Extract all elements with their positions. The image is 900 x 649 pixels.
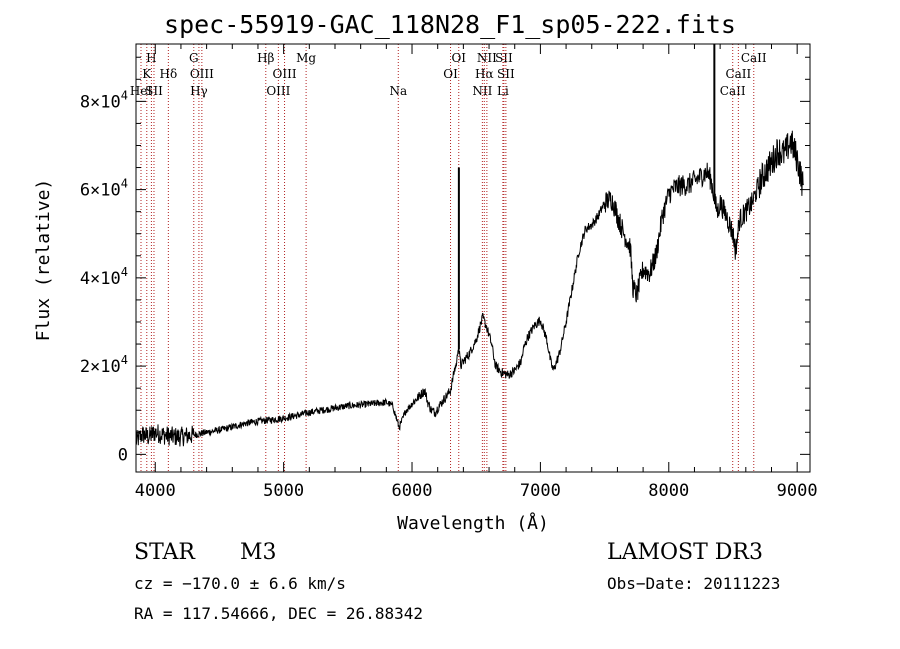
- spectrum-line: [135, 130, 804, 447]
- line-marker-label-23: CaII: [741, 51, 767, 65]
- line-marker-label-16: Hα: [475, 67, 494, 81]
- line-marker-label-22: CaII: [725, 67, 751, 81]
- line-marker-label-1: K: [142, 67, 152, 81]
- line-marker-label-8: Hβ: [257, 51, 274, 65]
- y-tick-label-0: 0: [118, 445, 128, 465]
- line-marker-label-9: OIII: [266, 84, 290, 98]
- x-tick-label-2: 6000: [392, 481, 433, 501]
- sky-coordinates: RA = 117.54666, DEC = 26.88342: [134, 604, 423, 623]
- line-marker-layer: HeI KH SII Hδ G Hγ OIII Hβ OIII OIII Mg Na OI OI NII Hα…: [130, 44, 767, 472]
- observation-date: Obs−Date: 20111223: [607, 574, 781, 593]
- plot-frame: [135, 43, 811, 473]
- y-tick-label-3: 6×104: [80, 177, 128, 201]
- spectrum-series-layer: [135, 44, 804, 447]
- line-marker-label-5: G: [189, 51, 199, 65]
- line-marker-label-12: Na: [389, 84, 407, 98]
- y-tick-exponent-2: 4: [121, 265, 128, 279]
- x-axis-ticks: 4000 5000 6000 7000 8000 9000: [135, 44, 818, 501]
- object-class: STAR: [134, 540, 195, 565]
- y-tick-label-2: 4×104: [80, 265, 128, 289]
- x-tick-label-3: 7000: [520, 481, 561, 501]
- x-tick-label-5: 9000: [777, 481, 818, 501]
- line-marker-label-18: Li: [497, 84, 509, 98]
- y-tick-exponent-3: 4: [121, 177, 128, 191]
- line-marker-label-6: Hγ: [190, 84, 208, 98]
- line-marker-label-15: NII: [472, 84, 492, 98]
- y-tick-exponent-4: 4: [121, 88, 128, 102]
- line-marker-label-19: SII: [495, 51, 513, 65]
- line-marker-label-13: OI: [443, 67, 458, 81]
- y-axis-ticks: 0 2×104 4×104 6×104 8×104: [80, 56, 810, 465]
- redshift-velocity: cz = −170.0 ± 6.6 km/s: [134, 574, 346, 593]
- chart-title: spec-55919-GAC_118N28_F1_sp05-222.fits: [164, 10, 736, 39]
- line-marker-label-4: Hδ: [160, 67, 178, 81]
- line-marker-label-3: SII: [145, 84, 163, 98]
- line-marker-label-17: NII: [477, 51, 497, 65]
- line-marker-label-21: CaII: [720, 84, 746, 98]
- y-tick-label-4: 8×104: [80, 88, 128, 112]
- line-marker-label-7: OIII: [190, 67, 214, 81]
- y-tick-label-1: 2×104: [80, 353, 128, 377]
- x-tick-label-1: 5000: [263, 481, 304, 501]
- spectral-subclass: M3: [240, 540, 277, 565]
- x-axis-label: Wavelength (Å): [397, 512, 549, 534]
- y-axis-label: Flux (relative): [33, 179, 54, 342]
- line-marker-label-20: SII: [497, 67, 515, 81]
- x-tick-label-0: 4000: [135, 481, 176, 501]
- survey-label: LAMOST DR3: [607, 540, 763, 565]
- line-marker-label-2: H: [146, 51, 156, 65]
- line-marker-label-11: Mg: [296, 51, 316, 65]
- line-marker-label-14: OI: [451, 51, 466, 65]
- line-marker-label-10: OIII: [273, 67, 297, 81]
- y-tick-exponent-1: 4: [121, 353, 128, 367]
- x-tick-label-4: 8000: [648, 481, 689, 501]
- line-marker-label-0: HeI: [130, 84, 153, 98]
